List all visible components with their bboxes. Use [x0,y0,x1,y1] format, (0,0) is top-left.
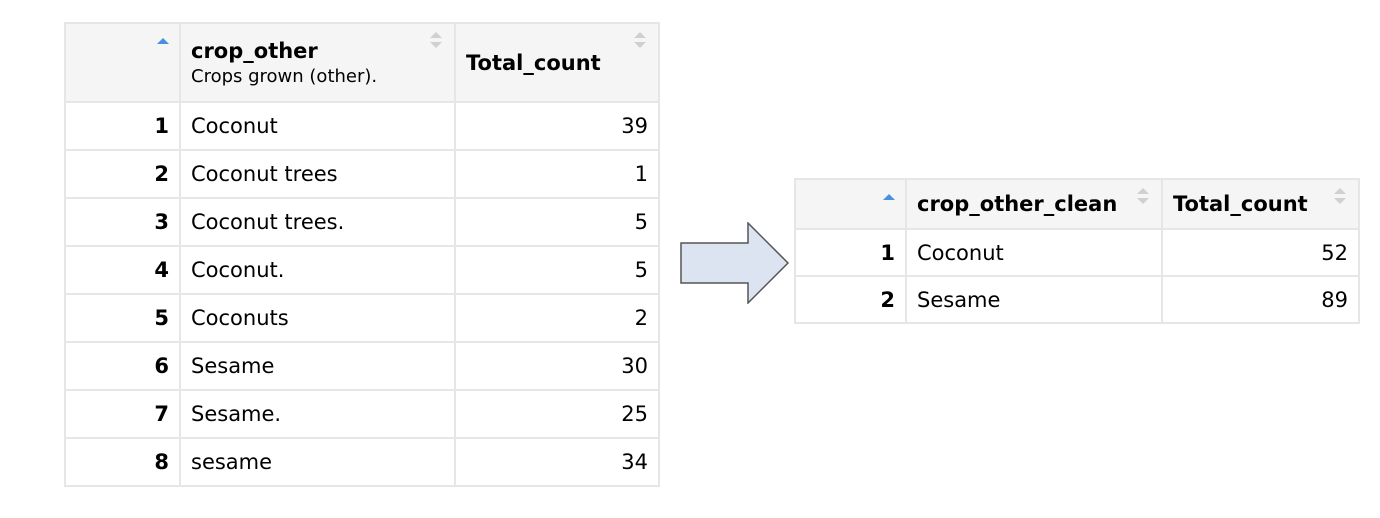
count-cell: 34 [454,437,660,487]
column-title: crop_other_clean [917,192,1118,216]
table-row: 5 Coconuts 2 [64,293,660,343]
crop-name-cell: sesame [179,437,456,487]
sort-both-icon[interactable] [1334,188,1346,208]
cleaned-crop-table: crop_other_clean Total_count 1 Coconut 5… [794,178,1360,324]
row-index: 2 [794,275,907,324]
crop-name-cell: Coconut trees [179,149,456,199]
count-cell: 52 [1161,228,1360,277]
table-row: 2 Coconut trees 1 [64,149,660,199]
row-index: 7 [64,389,181,439]
sort-ascending-icon[interactable] [157,38,169,44]
count-cell: 5 [454,245,660,295]
table-row: 2 Sesame 89 [794,275,1360,324]
sort-ascending-icon[interactable] [883,194,895,200]
row-index: 1 [794,228,907,277]
row-index: 1 [64,101,181,151]
table-header-row: crop_other Crops grown (other). Total_co… [64,22,660,103]
table-row: 6 Sesame 30 [64,341,660,391]
original-crop-table: crop_other Crops grown (other). Total_co… [64,22,660,487]
row-index: 2 [64,149,181,199]
crop-name-cell: Coconut [179,101,456,151]
column-header-total-count[interactable]: Total_count [1161,178,1360,230]
column-title: Total_count [1173,192,1308,216]
column-subtitle: Crops grown (other). [191,65,378,87]
crop-name-cell: Coconut. [179,245,456,295]
column-header-total-count[interactable]: Total_count [454,22,660,103]
column-header-index[interactable] [794,178,907,230]
count-cell: 89 [1161,275,1360,324]
table-row: 4 Coconut. 5 [64,245,660,295]
column-header-index[interactable] [64,22,181,103]
table-row: 8 sesame 34 [64,437,660,487]
table-row: 1 Coconut 39 [64,101,660,151]
crop-name-cell: Coconut trees. [179,197,456,247]
count-cell: 1 [454,149,660,199]
count-cell: 39 [454,101,660,151]
count-cell: 2 [454,293,660,343]
column-header-crop-other[interactable]: crop_other Crops grown (other). [179,22,456,103]
crop-name-cell: Sesame. [179,389,456,439]
row-index: 6 [64,341,181,391]
table-row: 1 Coconut 52 [794,228,1360,277]
count-cell: 30 [454,341,660,391]
sort-both-icon[interactable] [1137,188,1149,208]
column-title: Total_count [466,50,601,75]
count-cell: 5 [454,197,660,247]
column-title: crop_other [191,38,318,63]
table-row: 3 Coconut trees. 5 [64,197,660,247]
crop-name-cell: Sesame [179,341,456,391]
right-arrow-icon [680,222,790,304]
row-index: 5 [64,293,181,343]
column-header-crop-other-clean[interactable]: crop_other_clean [905,178,1163,230]
row-index: 8 [64,437,181,487]
crop-name-cell: Coconuts [179,293,456,343]
sort-both-icon[interactable] [430,32,442,52]
arrow-shape [680,222,790,304]
table-header-row: crop_other_clean Total_count [794,178,1360,230]
crop-name-cell: Sesame [905,275,1163,324]
sort-both-icon[interactable] [634,32,646,52]
table-row: 7 Sesame. 25 [64,389,660,439]
count-cell: 25 [454,389,660,439]
row-index: 4 [64,245,181,295]
crop-name-cell: Coconut [905,228,1163,277]
row-index: 3 [64,197,181,247]
